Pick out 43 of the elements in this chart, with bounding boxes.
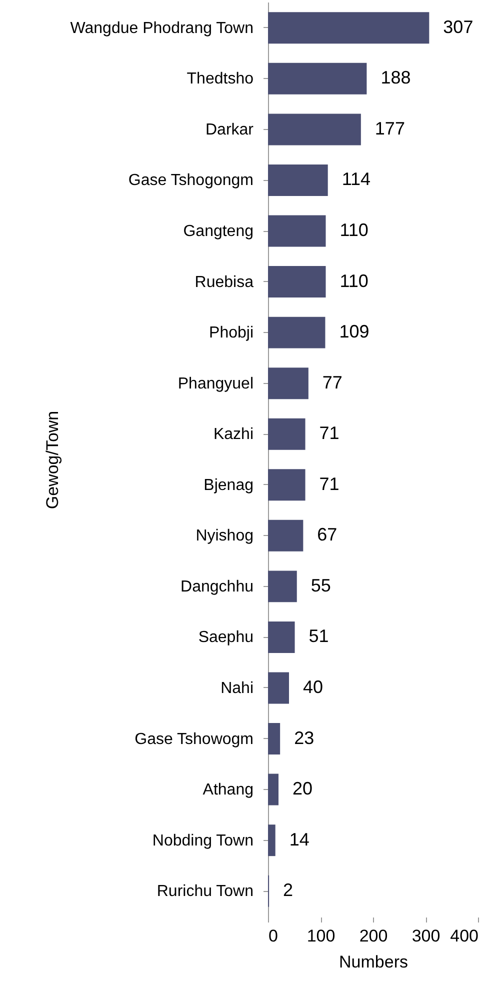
x-tick-label: 400 <box>450 926 478 946</box>
y-tick-label: Kazhi <box>213 426 254 444</box>
data-label: 71 <box>319 423 340 444</box>
x-axis-title: Numbers <box>339 952 408 972</box>
data-label: 51 <box>308 626 329 646</box>
data-label: 40 <box>303 676 324 697</box>
y-tick-label: Bjenag <box>204 476 254 494</box>
data-label: 14 <box>289 829 310 850</box>
data-label: 23 <box>294 728 314 748</box>
y-tick-label: Gase Tshogongm <box>128 172 254 190</box>
y-tick-label: Dangchhu <box>180 578 254 596</box>
data-label: 307 <box>443 16 474 37</box>
data-label: 20 <box>292 778 313 799</box>
y-tick-label: Gase Tshowogm <box>134 730 254 748</box>
data-label: 109 <box>339 322 370 342</box>
data-label: 110 <box>340 220 368 240</box>
y-tick-label: Nobding Town <box>152 832 254 850</box>
x-tick-label: 0 <box>268 926 278 946</box>
y-tick-label: Nyishog <box>196 528 254 545</box>
x-tick-label: 200 <box>359 926 388 946</box>
y-axis-title: Gewog/Town <box>42 410 62 510</box>
y-tick-label: Rurichu Town <box>156 883 254 900</box>
data-label: 110 <box>340 270 368 291</box>
x-tick-label: 300 <box>412 926 440 946</box>
data-label: 188 <box>380 68 411 88</box>
y-tick-label: Thedtsho <box>186 70 254 88</box>
y-tick-label: Ruebisa <box>194 274 254 291</box>
y-tick-label: Athang <box>202 782 254 799</box>
data-label: 67 <box>317 524 338 545</box>
data-label: 71 <box>319 474 340 494</box>
y-tick-label: Nahi <box>220 680 254 697</box>
y-tick-label: Phangyuel <box>178 375 254 392</box>
y-tick-label: Darkar <box>205 121 254 138</box>
data-label: 55 <box>310 575 331 596</box>
y-tick-label: Phobji <box>209 324 254 342</box>
data-label: 2 <box>283 880 294 900</box>
y-tick-label: Gangteng <box>183 223 254 240</box>
data-label: 114 <box>342 169 371 190</box>
data-label: 177 <box>374 118 405 138</box>
data-label: 77 <box>322 372 342 392</box>
y-tick-label: Saephu <box>198 629 254 646</box>
x-tick-label: 100 <box>306 926 336 946</box>
y-tick-label: Wangdue Phodrang Town <box>70 20 254 37</box>
